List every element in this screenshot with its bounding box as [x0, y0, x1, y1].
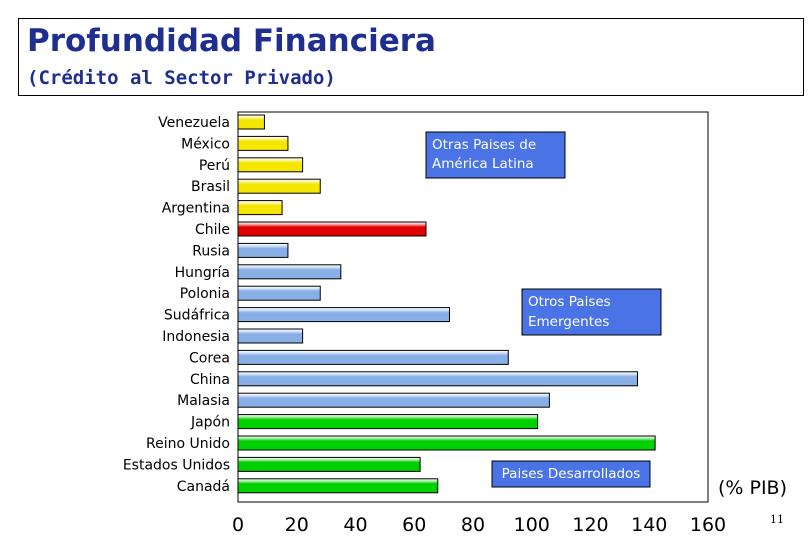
- bar-9: [237, 307, 450, 323]
- category-label-6: Rusia: [192, 243, 230, 259]
- bar-8: [237, 285, 321, 301]
- bar-6: [237, 242, 289, 258]
- bar-10: [237, 328, 304, 344]
- page-title: Profundidad Financiera: [27, 23, 436, 59]
- category-label-5: Chile: [195, 222, 230, 238]
- x-tick-label-0: 0: [232, 514, 244, 536]
- category-label-8: Polonia: [180, 286, 230, 302]
- bar-5: [237, 221, 427, 237]
- annotation-text-0-1: América Latina: [432, 156, 534, 172]
- annotation-box-0: [425, 131, 566, 179]
- plot-area: [237, 111, 709, 503]
- category-label-13: Malasia: [177, 393, 230, 409]
- annotation-text-0-0: Otras Paises de: [432, 137, 536, 153]
- title-box: Profundidad Financiera (Crédito al Secto…: [18, 18, 804, 96]
- category-label-3: Brasil: [191, 179, 230, 195]
- bar-13: [237, 392, 550, 408]
- bar-0: [237, 114, 265, 130]
- x-tick-label-1: 20: [285, 514, 309, 536]
- bar-2: [237, 157, 304, 173]
- x-tick-label-2: 40: [343, 514, 367, 536]
- category-label-1: México: [181, 136, 230, 152]
- category-label-17: Canadá: [177, 479, 230, 495]
- bar-15: [237, 435, 656, 451]
- category-label-11: Corea: [189, 350, 230, 366]
- category-label-15: Reino Unido: [146, 436, 230, 452]
- bar-14: [237, 414, 539, 430]
- category-label-2: Perú: [199, 158, 230, 174]
- bar-3: [237, 178, 321, 194]
- bar-4: [237, 200, 283, 216]
- category-label-4: Argentina: [162, 201, 230, 217]
- annotation-text-1-0: Otros Paises: [528, 294, 611, 310]
- annotation-text-2-0: Paises Desarrollados: [502, 466, 641, 482]
- annotation-box-2: [491, 460, 651, 488]
- x-tick-label-8: 160: [690, 514, 726, 536]
- page-subtitle: (Crédito al Sector Privado): [27, 67, 336, 89]
- annotation-box-1: [521, 288, 662, 336]
- category-label-16: Estados Unidos: [123, 457, 230, 473]
- x-tick-label-7: 140: [631, 514, 667, 536]
- bar-17: [237, 478, 439, 494]
- x-axis-label: (% PIB): [718, 477, 787, 499]
- category-label-10: Indonesia: [162, 329, 230, 345]
- category-label-0: Venezuela: [158, 115, 230, 131]
- page-number: 11: [770, 513, 784, 526]
- x-tick-label-6: 120: [572, 514, 608, 536]
- bar-7: [237, 264, 342, 280]
- annotation-text-1-1: Emergentes: [528, 314, 609, 330]
- bar-1: [237, 135, 289, 151]
- x-tick-label-3: 60: [402, 514, 426, 536]
- category-label-7: Hungría: [175, 265, 230, 281]
- category-label-9: Sudáfrica: [164, 308, 230, 324]
- category-label-14: Japón: [190, 415, 230, 431]
- category-label-12: China: [190, 372, 230, 388]
- bar-12: [237, 371, 638, 387]
- x-tick-label-4: 80: [461, 514, 485, 536]
- x-tick-label-5: 100: [514, 514, 550, 536]
- bar-16: [237, 456, 421, 472]
- bar-11: [237, 349, 509, 365]
